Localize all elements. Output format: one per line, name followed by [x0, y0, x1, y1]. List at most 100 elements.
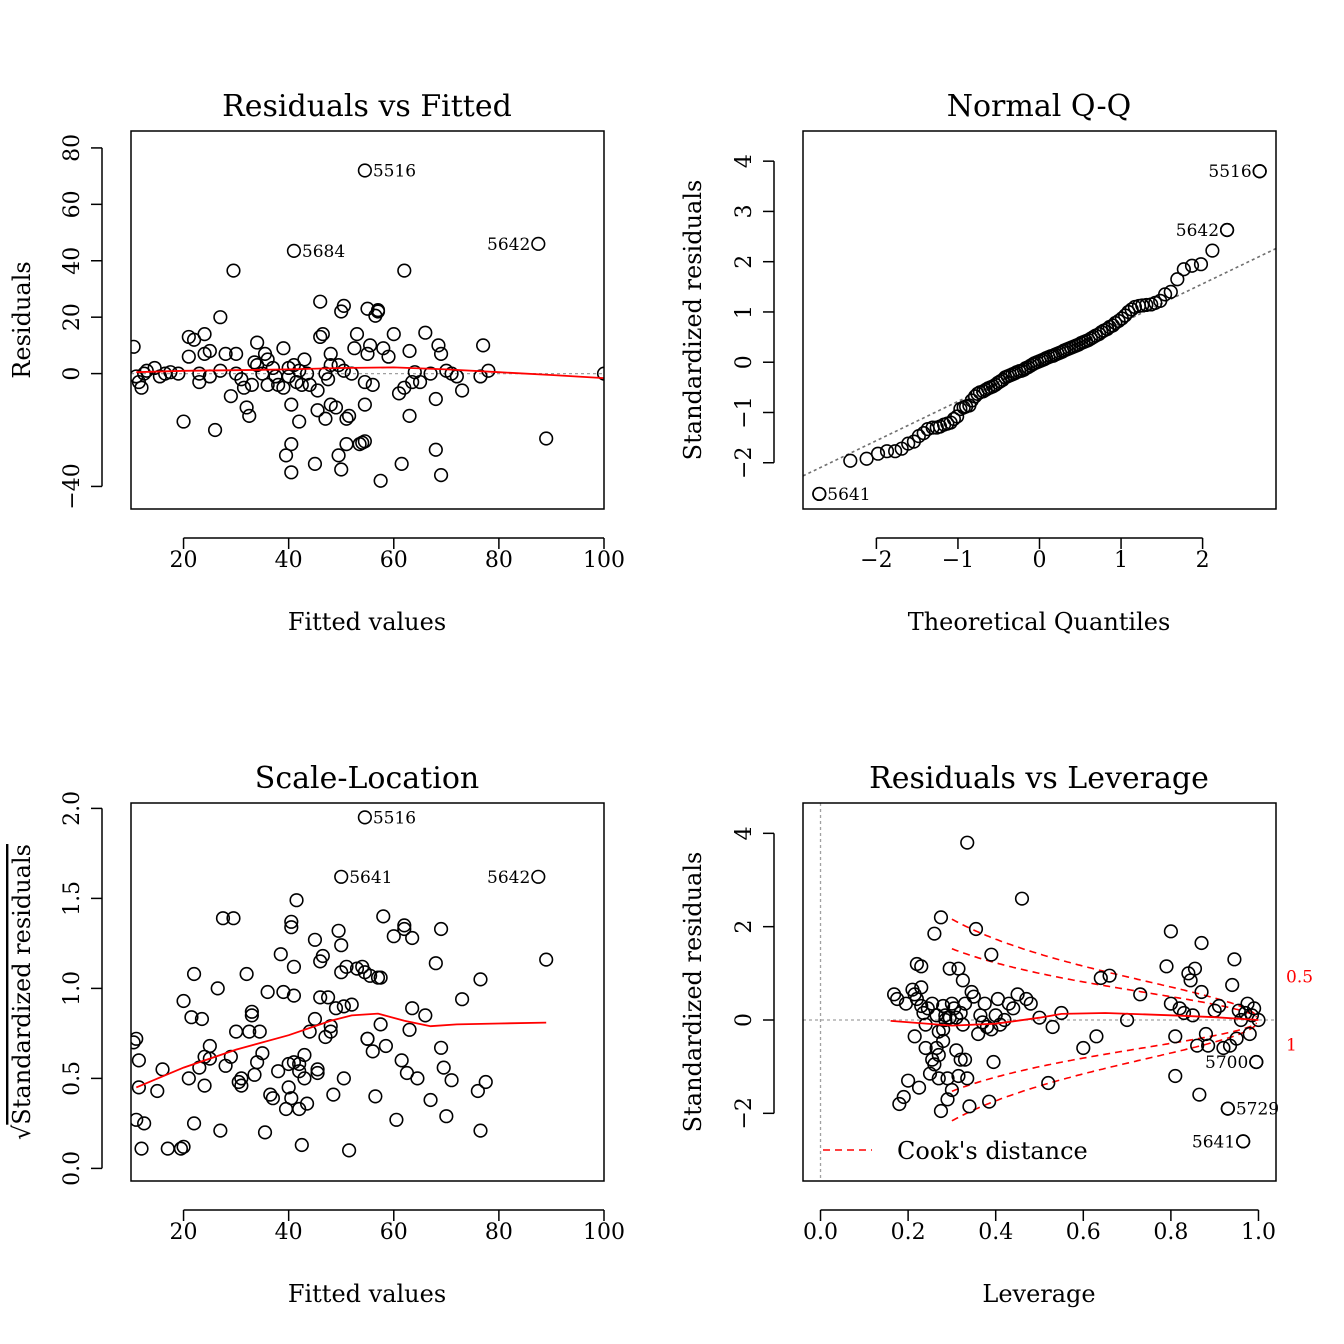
data-point: [596, 366, 604, 381]
data-point: [1184, 258, 1200, 273]
data-point: [1023, 996, 1038, 1011]
data-point: [433, 346, 449, 361]
x-tick-label: 0.6: [1066, 1220, 1101, 1245]
data-point: [373, 1017, 388, 1032]
data-point: [410, 1071, 425, 1086]
data-point: [197, 1078, 212, 1093]
panel-title: Scale-Location: [255, 761, 479, 796]
data-point: [433, 1040, 449, 1055]
data-point: [323, 346, 338, 361]
data-point: [386, 327, 401, 342]
y-tick-label: 0.0: [60, 1151, 85, 1186]
data-point: [357, 434, 372, 449]
data-point: [402, 343, 417, 359]
labeled-data-point: [812, 486, 827, 502]
data-point: [397, 921, 412, 937]
data-point: [323, 358, 338, 373]
data-point: [914, 980, 929, 995]
normal-qq-panel: Normal Q-Q Theoretical Quantiles Standar…: [679, 89, 1277, 636]
data-point: [951, 961, 966, 976]
data-point: [186, 1116, 202, 1131]
data-point: [936, 998, 951, 1014]
data-point: [160, 1141, 175, 1156]
data-point: [1225, 977, 1240, 993]
data-point: [263, 1087, 278, 1102]
data-point: [265, 360, 281, 376]
data-point: [357, 374, 372, 390]
point-label: 5641: [1192, 1132, 1235, 1152]
data-point: [940, 1092, 955, 1107]
data-point: [977, 996, 992, 1011]
data-point: [394, 456, 409, 471]
data-point: [281, 1080, 296, 1095]
data-point: [320, 990, 336, 1005]
data-point: [213, 310, 228, 325]
data-point: [307, 932, 323, 947]
data-point: [334, 462, 349, 477]
data-point: [1102, 968, 1117, 983]
data-point: [949, 1043, 964, 1058]
y-axis-label: √Standardized residuals: [8, 844, 36, 1140]
y-tick-label: −1: [732, 396, 757, 428]
data-point: [315, 327, 330, 342]
data-point: [373, 970, 388, 985]
labeled-data-point: [357, 810, 372, 825]
data-point: [455, 992, 470, 1007]
data-point: [1192, 1087, 1207, 1102]
data-point: [1227, 952, 1242, 967]
data-point: [326, 1087, 341, 1102]
data-point: [971, 1026, 986, 1042]
x-axis-label: Fitted values: [288, 608, 446, 636]
legend: Cook's distance: [823, 1137, 1088, 1165]
data-point: [336, 1071, 351, 1086]
smooth-line: [890, 1012, 1259, 1027]
point-label: 5641: [349, 868, 392, 888]
plot-frame: [802, 802, 1277, 1182]
data-point: [273, 947, 288, 962]
data-point: [284, 1091, 299, 1106]
data-point: [360, 1031, 375, 1046]
data-point: [339, 411, 354, 426]
data-point: [455, 383, 470, 398]
data-point: [968, 921, 984, 937]
data-point: [428, 442, 443, 457]
data-point: [334, 965, 349, 980]
data-point: [257, 1125, 273, 1140]
x-tick-label: 0.0: [803, 1220, 838, 1245]
smooth-line: [136, 366, 604, 379]
data-point: [1242, 1026, 1257, 1042]
svg-text:√Standardized residuals: √Standardized residuals: [8, 844, 36, 1140]
data-point: [181, 349, 196, 364]
data-point: [234, 1071, 249, 1086]
x-tick-label: 20: [170, 548, 198, 573]
data-point: [911, 1080, 927, 1095]
data-point: [313, 329, 328, 345]
data-point: [955, 973, 970, 988]
point-label: 5729: [1236, 1100, 1279, 1120]
data-point: [131, 339, 141, 354]
data-point: [131, 1035, 141, 1050]
data-point: [1229, 1031, 1244, 1046]
x-axis-label: Leverage: [982, 1280, 1095, 1308]
y-tick-label: −40: [60, 463, 85, 509]
data-point: [1231, 1003, 1246, 1018]
cooks-distance-contour: [951, 947, 1258, 1018]
data-point: [260, 377, 275, 392]
data-point: [1187, 961, 1203, 976]
plot-frame: [130, 130, 605, 510]
point-label: 5642: [1176, 221, 1219, 241]
data-point: [936, 1033, 951, 1049]
data-point: [1001, 996, 1016, 1011]
y-tick-label: 0: [732, 1013, 757, 1027]
data-point: [292, 414, 307, 429]
point-label: 5700: [1205, 1053, 1248, 1073]
data-point: [313, 294, 328, 309]
x-tick-label: 0: [1033, 548, 1047, 573]
data-point: [428, 956, 443, 971]
data-point: [218, 346, 233, 361]
data-point: [247, 355, 262, 370]
data-point: [229, 1024, 244, 1039]
data-point: [1176, 262, 1191, 277]
sqrt-symbol: √: [8, 1124, 36, 1140]
labeled-data-point: [1249, 1054, 1264, 1070]
